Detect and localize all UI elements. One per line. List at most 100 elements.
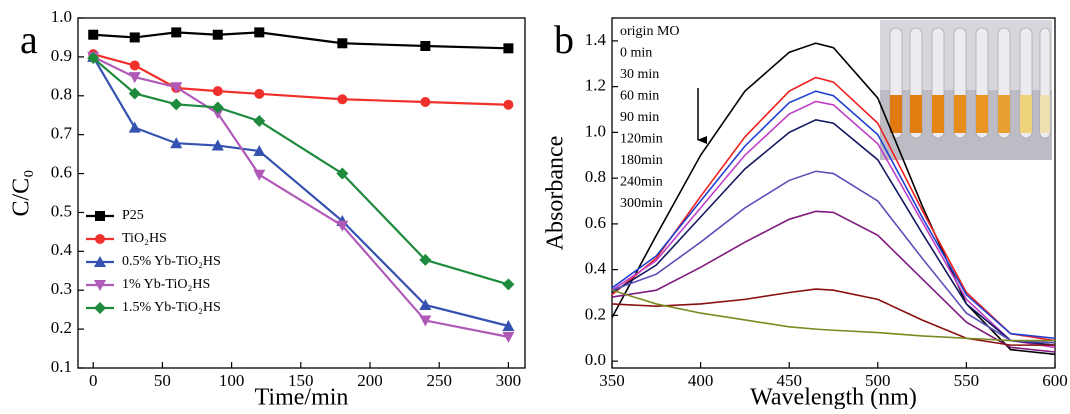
point [129, 60, 140, 71]
y-tick-label: 1.0 [585, 121, 606, 140]
point [128, 72, 141, 84]
legend-label: 120min [620, 132, 663, 147]
point [170, 137, 183, 149]
point [211, 108, 224, 120]
point [419, 315, 432, 327]
y-tick-label: 0.0 [585, 350, 606, 369]
series-line [611, 118, 1056, 346]
point [170, 82, 183, 94]
point [503, 99, 514, 110]
x-tick-label: 150 [288, 371, 314, 390]
point [419, 253, 432, 266]
plot-frame [77, 17, 526, 369]
x-tick-label: 0 [89, 371, 98, 390]
x-tick-label: 300 [496, 371, 522, 390]
legend-label: 1% Yb-TiO₂HS [122, 277, 210, 292]
point [420, 97, 431, 107]
point [211, 139, 224, 151]
point [128, 87, 141, 100]
point [253, 115, 266, 128]
point [420, 41, 431, 51]
legend-label: 30 min [620, 67, 659, 82]
point [502, 278, 515, 291]
legend-label: 0.5% Yb-TiO₂HS [122, 254, 221, 269]
x-tick-label: 500 [865, 371, 891, 390]
y-tick-label: 0.6 [51, 162, 72, 181]
point [336, 167, 349, 180]
point [128, 121, 141, 133]
y-tick-label: 1.4 [585, 30, 607, 49]
y-tick-label: 0.8 [585, 167, 606, 186]
point [502, 320, 515, 331]
point [211, 101, 224, 114]
series-line [92, 56, 509, 328]
series-line [611, 42, 1056, 356]
y-tick-label: 0.1 [51, 357, 72, 376]
point [254, 27, 265, 38]
panel-label: b [554, 17, 574, 62]
legend-label: 300min [620, 196, 663, 211]
point [337, 38, 348, 49]
legend-label: P25 [122, 208, 144, 223]
x-tick-label: 200 [357, 371, 383, 390]
y-tick-label: 0.2 [585, 304, 606, 323]
y-tick-label: 0.4 [585, 259, 607, 278]
point [129, 32, 140, 43]
plot-frame [611, 17, 1056, 369]
x-tick-label: 250 [426, 371, 452, 390]
y-tick-label: 0.9 [51, 46, 72, 65]
point [253, 169, 266, 181]
series-line [611, 76, 1056, 342]
point [503, 43, 514, 54]
legend-label: 0 min [620, 46, 652, 61]
point [253, 145, 266, 156]
series-line [93, 31, 509, 50]
point [88, 29, 99, 40]
series-line [611, 210, 1056, 353]
y-tick-label: 0.6 [585, 213, 606, 232]
x-tick-label: 600 [1042, 371, 1068, 390]
y-tick-label: 0.4 [51, 240, 73, 259]
y-tick-label: 1.0 [51, 7, 72, 26]
point [212, 86, 223, 97]
y-tick-label: 0.2 [51, 318, 72, 337]
legend-marker [94, 256, 106, 267]
legend-marker [94, 302, 106, 314]
legend-label: 60 min [620, 89, 659, 104]
x-tick-label: 450 [776, 371, 802, 390]
point [419, 299, 432, 310]
series-line [611, 90, 1056, 340]
legend-label: origin MO [620, 24, 680, 39]
point [87, 52, 100, 65]
y-tick-label: 0.3 [51, 279, 72, 298]
y-tick-label: 0.5 [51, 201, 72, 220]
legend-label: 1.5% Yb-TiO₂HS [122, 300, 221, 315]
series-line [611, 289, 1055, 342]
series-line [92, 53, 509, 106]
y-axis-label: C/C₀ [9, 169, 35, 216]
x-tick-label: 50 [154, 371, 171, 390]
series-line [611, 170, 1056, 344]
point [502, 331, 515, 343]
point [212, 29, 223, 40]
y-tick-label: 0.8 [51, 85, 72, 104]
y-tick-label: 0.7 [51, 124, 73, 143]
legend-marker [95, 211, 105, 221]
y-tick-label: 1.2 [585, 76, 606, 95]
legend-marker [95, 234, 105, 244]
legend-label: TiO₂HS [122, 231, 167, 246]
series-line [92, 57, 509, 286]
point [254, 88, 265, 99]
legend-marker [94, 280, 106, 291]
y-axis-label: Absorbance [543, 136, 569, 251]
x-axis-label: Wavelength (nm) [750, 385, 917, 410]
series-line [92, 55, 509, 338]
legend-label: 240min [620, 175, 663, 190]
legend-label: 180min [620, 153, 663, 168]
series-line [611, 100, 1056, 349]
inset-photo [880, 20, 1052, 160]
legend-label: 90 min [620, 110, 659, 125]
x-tick-label: 100 [219, 371, 245, 390]
series-line [611, 288, 1055, 346]
